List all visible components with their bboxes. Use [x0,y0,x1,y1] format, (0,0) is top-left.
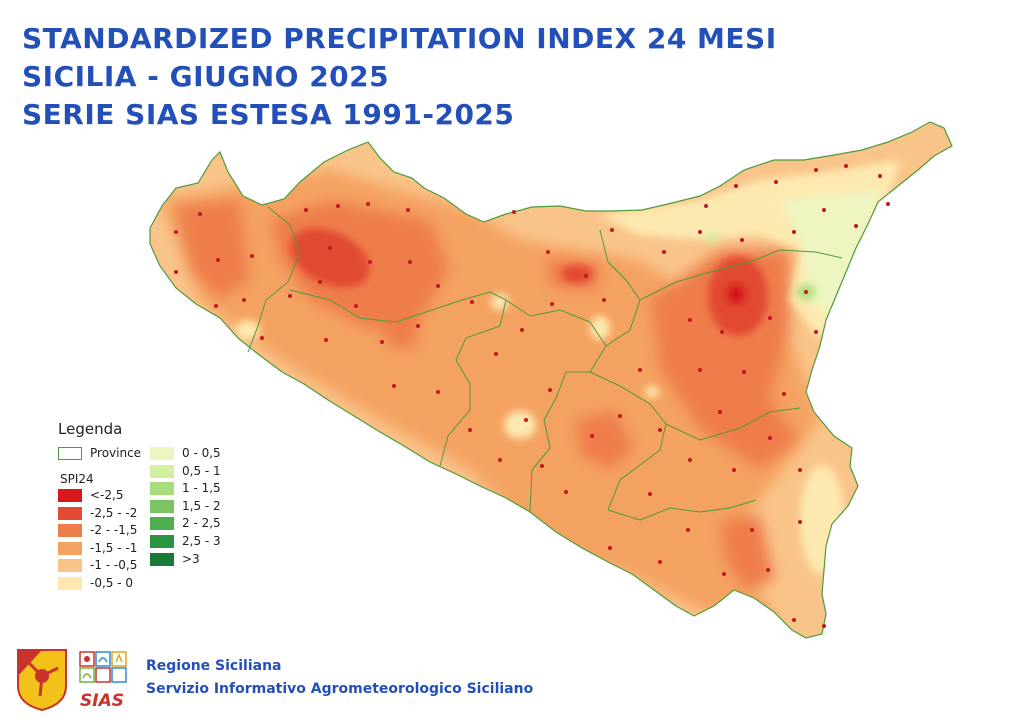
legend-title: Legenda [58,420,123,438]
legend-class-label: <-2,5 [90,488,124,502]
legend: Legenda Province SPI24 <-2,5 -2,5 - -2 -2 … [56,420,286,610]
legend-index-label: SPI24 [60,472,94,486]
station-points [174,164,890,628]
legend-class-label: 1,5 - 2 [182,498,221,513]
legend-class-item: 2,5 - 3 [150,534,221,550]
legend-class-label: 1 - 1,5 [182,481,221,496]
legend-class-item: <-2,5 [58,488,123,504]
title-line-2: SICILIA - GIUGNO 2025 [22,60,390,93]
title-line-3: SERIE SIAS ESTESA 1991-2025 [22,98,515,131]
svg-text:SIAS: SIAS [80,691,124,711]
legend-class-item: -2,5 - -2 [58,506,137,522]
legend-class-item: 0 - 0,5 [150,446,221,462]
province-label: Province [90,446,142,460]
legend-class-swatch [58,506,82,520]
legend-class-swatch [58,541,82,555]
legend-class-item: 2 - 2,5 [150,516,221,532]
logo-sias-icon: SIAS [79,651,127,711]
legend-class-swatch [150,535,174,548]
province-boundaries [247,206,843,521]
legend-class-item: 0,5 - 1 [150,464,221,480]
legend-class-item: 1 - 1,5 [150,481,221,497]
footer-line-1: Regione Siciliana [146,658,282,674]
legend-class-item: -2 - -1,5 [58,523,137,539]
legend-class-item: -1 - -0,5 [58,558,137,574]
legend-class-swatch [150,499,174,513]
legend-class-item: -0,5 - 0 [58,576,133,592]
legend-class-swatch [150,464,174,478]
legend-class-item: -1,5 - -1 [58,541,137,557]
legend-class-swatch [58,577,82,590]
legend-class-label: 2 - 2,5 [182,516,221,531]
legend-class-label: 2,5 - 3 [182,534,221,548]
legend-class-label: -1 - -0,5 [90,558,138,573]
legend-class-label: -1,5 - -1 [90,540,138,555]
footer-credits: Regione Siciliana Servizio Informativo A… [146,655,533,701]
legend-class-item: 1,5 - 2 [150,499,221,515]
legend-class-swatch [58,559,82,573]
title-line-1: STANDARDIZED PRECIPITATION INDEX 24 MESI [22,22,777,55]
logo-region-sicily-icon: SIAS [17,649,127,712]
legend-class-label: 0,5 - 1 [182,463,221,478]
legend-class-label: >3 [182,551,200,566]
legend-class-item: >3 [150,552,200,568]
legend-class-swatch [58,524,82,538]
legend-class-swatch [150,447,174,460]
footer-line-2: Servizio Informativo Agrometeorologico S… [146,681,534,697]
legend-class-swatch [150,517,174,531]
legend-class-label: -2,5 - -2 [90,505,138,520]
map-title: STANDARDIZED PRECIPITATION INDEX 24 MESI… [22,20,777,134]
legend-class-label: -0,5 - 0 [90,576,134,590]
province-swatch [58,447,82,460]
legend-class-label: 0 - 0,5 [182,446,221,460]
legend-class-swatch [58,489,82,502]
legend-province: Province [58,446,141,462]
footer-logos: SIAS [16,646,134,716]
legend-class-swatch [150,552,174,566]
legend-class-label: -2 - -1,5 [90,523,138,538]
legend-class-swatch [150,482,174,496]
